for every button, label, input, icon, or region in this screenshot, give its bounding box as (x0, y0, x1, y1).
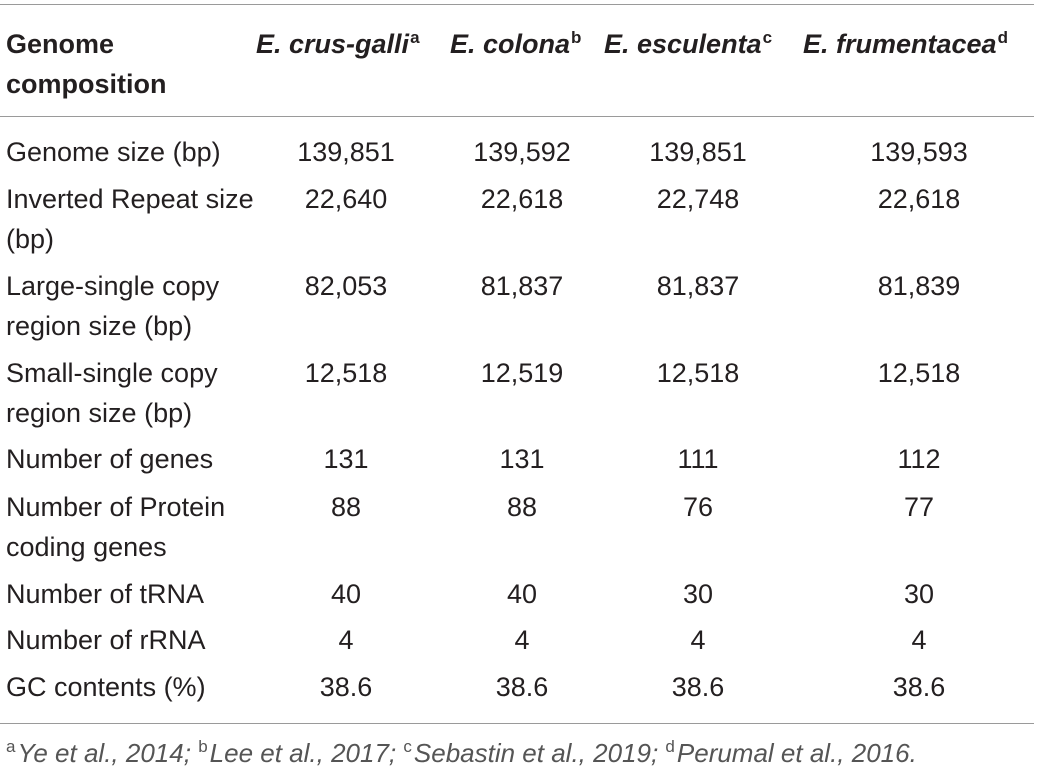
table-top-rule (0, 4, 1034, 5)
cell-value: 22,640 (304, 184, 388, 214)
footnote-marker: d (997, 28, 1008, 47)
footnote-separator: ; (183, 738, 191, 768)
species-name: E. frumentacea (803, 29, 997, 59)
table-footnotes: aYe et al., 2014; bLee et al., 2017; cSe… (6, 733, 917, 773)
cell-value: 139,851 (297, 137, 395, 167)
cell-value: 82,053 (304, 271, 388, 301)
table-bottom-rule (0, 723, 1034, 724)
species-name: E. colona (450, 29, 571, 59)
footnote-marker: a (410, 28, 420, 47)
cell-value: 40 (330, 579, 362, 609)
cell-value: 22,618 (480, 184, 564, 214)
species-name: E. esculenta (604, 29, 762, 59)
row-label: Genome size (bp) (6, 137, 221, 167)
row-label: Number of tRNA (6, 579, 205, 609)
cell-value: 139,592 (473, 137, 571, 167)
cell-value: 40 (506, 579, 538, 609)
cell-value: 12,518 (877, 358, 961, 388)
header-e-colona: E. colonab (450, 24, 581, 64)
row-label: Number of genes (6, 444, 214, 474)
cell-value: 81,837 (480, 271, 564, 301)
cell-value: 22,748 (656, 184, 740, 214)
cell-value: 38.6 (671, 672, 725, 702)
row-label: Number of Protein coding genes (6, 492, 226, 562)
footnote-marker: c (403, 737, 412, 756)
cell-value: 88 (330, 492, 362, 522)
cell-value: 81,837 (656, 271, 740, 301)
footnote-reference[interactable]: Sebastin et al., 2019 (413, 738, 651, 768)
cell-value: 131 (323, 444, 369, 474)
cell-value: 12,518 (656, 358, 740, 388)
footnote-separator: . (909, 738, 917, 768)
cell-value: 12,519 (480, 358, 564, 388)
cell-value: 139,851 (649, 137, 747, 167)
header-e-frumentacea: E. frumentacead (803, 24, 1008, 64)
row-label: Inverted Repeat size (bp) (6, 184, 254, 254)
cell-value: 4 (911, 625, 927, 655)
row-label: Number of rRNA (6, 625, 206, 655)
cell-value: 112 (897, 444, 941, 474)
cell-value: 30 (903, 579, 935, 609)
header-label-line1: Genome (6, 29, 115, 59)
header-label-line2: composition (6, 69, 167, 99)
cell-value: 30 (682, 579, 714, 609)
footnote-marker: b (571, 28, 582, 47)
footnote-marker: c (762, 28, 773, 47)
footnote-marker: a (6, 737, 16, 756)
cell-value: 4 (338, 625, 354, 655)
cell-value: 131 (499, 444, 545, 474)
cell-value: 38.6 (495, 672, 549, 702)
cell-value: 4 (514, 625, 530, 655)
species-name: E. crus-galli (256, 29, 410, 59)
header-e-crus-galli: E. crus-gallia (256, 24, 420, 64)
cell-value: 12,518 (304, 358, 388, 388)
header-divider-rule (0, 116, 1034, 117)
footnote-reference[interactable]: Ye et al., 2014 (17, 738, 184, 768)
footnote-reference[interactable]: Perumal et al., 2016 (676, 738, 910, 768)
footnote-marker: d (665, 737, 675, 756)
cell-value: 22,618 (877, 184, 961, 214)
row-label: Large-single copy region size (bp) (6, 271, 220, 341)
cell-value: 111 (677, 444, 719, 474)
cell-value: 77 (903, 492, 935, 522)
cell-value: 76 (682, 492, 714, 522)
cell-value: 81,839 (877, 271, 961, 301)
header-e-esculenta: E. esculentac (604, 24, 772, 64)
cell-value: 38.6 (319, 672, 373, 702)
footnote-separator: ; (388, 738, 397, 768)
row-label: Small-single copy region size (bp) (6, 358, 218, 428)
cell-value: 139,593 (870, 137, 968, 167)
cell-value: 38.6 (892, 672, 946, 702)
footnote-reference[interactable]: Lee et al., 2017 (209, 738, 389, 768)
header-genome-composition: Genome composition (6, 24, 167, 104)
cell-value: 4 (690, 625, 706, 655)
footnote-separator: ; (650, 738, 659, 768)
cell-value: 88 (506, 492, 538, 522)
footnote-marker: b (198, 737, 208, 756)
row-label: GC contents (%) (6, 672, 206, 702)
